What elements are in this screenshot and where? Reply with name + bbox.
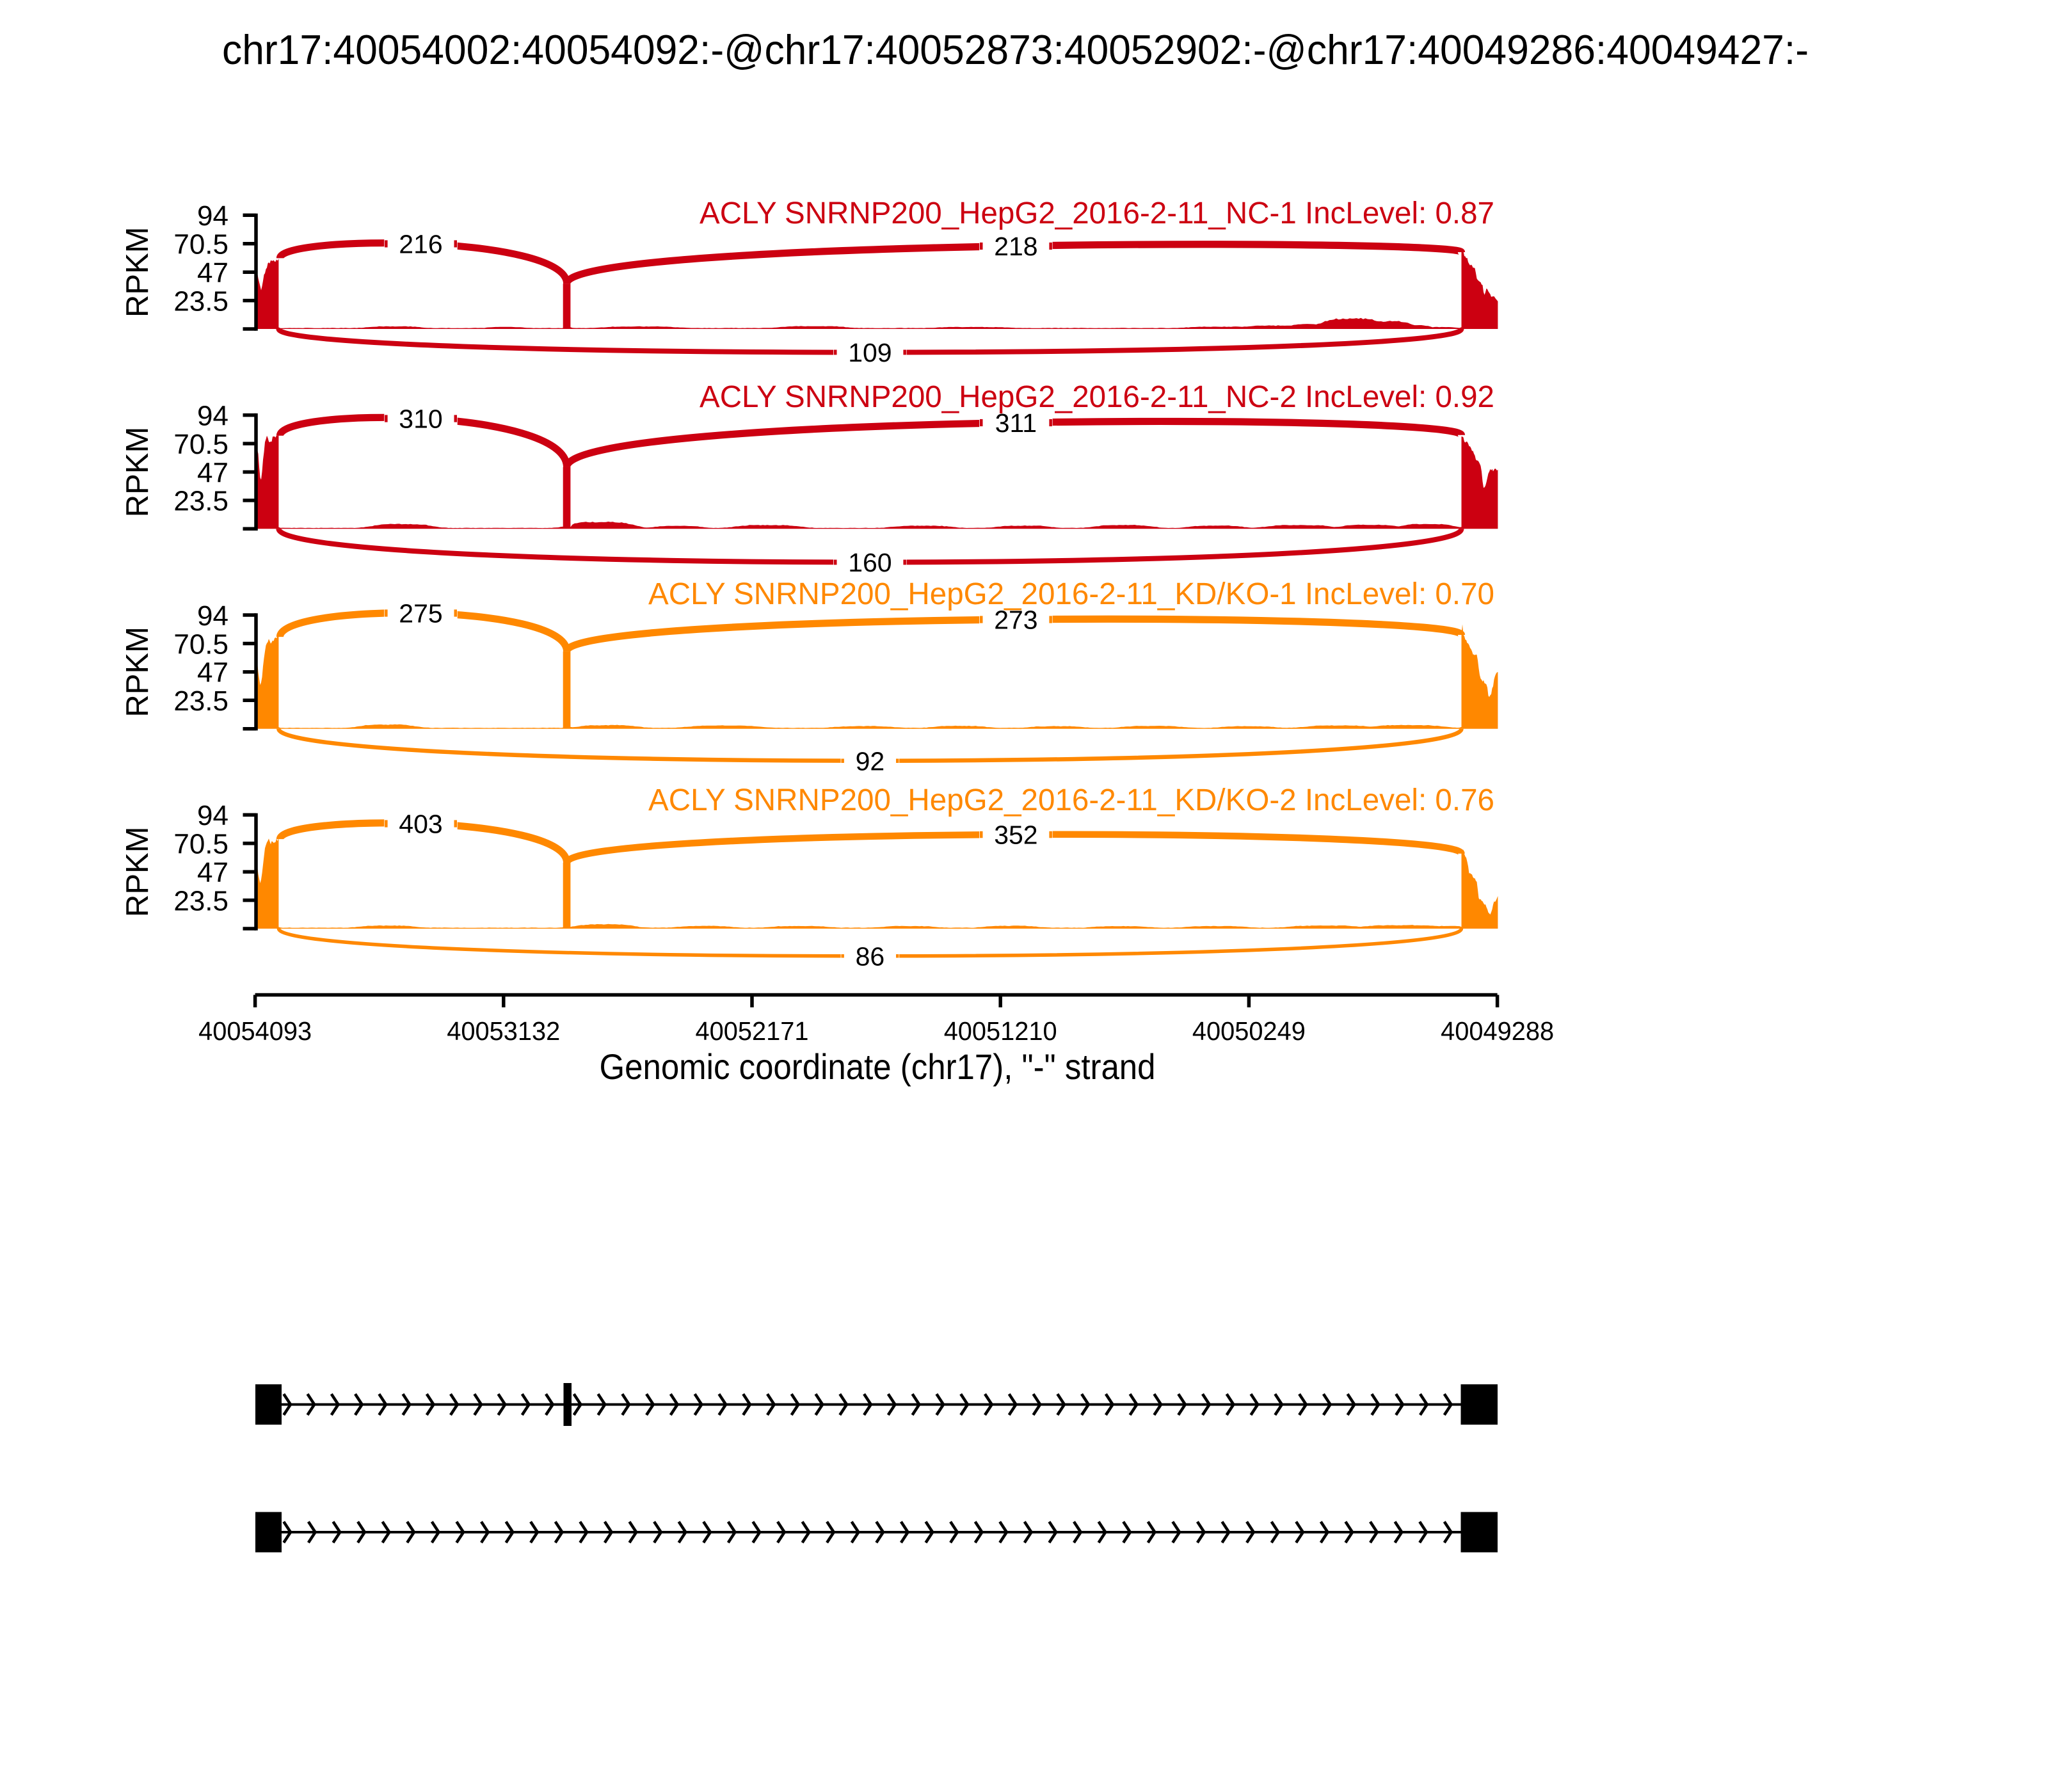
svg-text:RPKM: RPKM <box>120 427 155 518</box>
svg-text:70.5: 70.5 <box>173 829 228 860</box>
svg-text:47: 47 <box>197 657 228 689</box>
svg-text:94: 94 <box>197 200 228 232</box>
svg-text:70.5: 70.5 <box>173 229 228 260</box>
svg-text:92: 92 <box>856 746 885 776</box>
svg-text:23.5: 23.5 <box>173 486 228 517</box>
svg-text:310: 310 <box>399 404 442 434</box>
svg-text:40054093: 40054093 <box>198 1016 312 1046</box>
svg-text:94: 94 <box>197 400 228 431</box>
svg-text:160: 160 <box>848 548 892 577</box>
svg-text:23.5: 23.5 <box>173 685 228 717</box>
svg-text:218: 218 <box>994 232 1037 261</box>
svg-text:23.5: 23.5 <box>173 885 228 916</box>
svg-text:273: 273 <box>994 605 1037 635</box>
svg-text:ACLY SNRNP200_HepG2_2016-2-11_: ACLY SNRNP200_HepG2_2016-2-11_NC-1 IncLe… <box>700 196 1494 230</box>
svg-text:216: 216 <box>399 230 442 259</box>
svg-text:352: 352 <box>994 820 1037 850</box>
svg-text:40049288: 40049288 <box>1441 1016 1554 1046</box>
svg-text:47: 47 <box>197 457 228 488</box>
svg-text:40051210: 40051210 <box>944 1016 1057 1046</box>
svg-text:40050249: 40050249 <box>1192 1016 1306 1046</box>
svg-text:RPKM: RPKM <box>120 826 155 917</box>
svg-text:ACLY SNRNP200_HepG2_2016-2-11_: ACLY SNRNP200_HepG2_2016-2-11_KD/KO-2 In… <box>648 783 1494 817</box>
svg-text:109: 109 <box>848 338 892 367</box>
svg-text:70.5: 70.5 <box>173 429 228 460</box>
svg-text:47: 47 <box>197 857 228 888</box>
svg-text:311: 311 <box>995 408 1037 438</box>
svg-text:94: 94 <box>197 600 228 632</box>
svg-text:chr17:40054002:40054092:-@chr1: chr17:40054002:40054092:-@chr17:40052873… <box>222 26 1809 73</box>
svg-text:23.5: 23.5 <box>173 285 228 317</box>
svg-text:86: 86 <box>856 942 885 972</box>
svg-text:403: 403 <box>399 810 442 839</box>
svg-text:40052171: 40052171 <box>696 1016 809 1046</box>
svg-text:Genomic coordinate (chr17), "-: Genomic coordinate (chr17), "-" strand <box>600 1046 1156 1087</box>
svg-text:40053132: 40053132 <box>447 1016 560 1046</box>
svg-text:275: 275 <box>399 599 442 628</box>
svg-text:ACLY SNRNP200_HepG2_2016-2-11_: ACLY SNRNP200_HepG2_2016-2-11_NC-2 IncLe… <box>700 380 1494 414</box>
svg-text:RPKM: RPKM <box>120 627 155 717</box>
svg-text:70.5: 70.5 <box>173 628 228 660</box>
svg-text:47: 47 <box>197 257 228 289</box>
svg-text:ACLY SNRNP200_HepG2_2016-2-11_: ACLY SNRNP200_HepG2_2016-2-11_KD/KO-1 In… <box>648 577 1494 611</box>
svg-text:94: 94 <box>197 800 228 831</box>
svg-text:RPKM: RPKM <box>120 227 155 317</box>
